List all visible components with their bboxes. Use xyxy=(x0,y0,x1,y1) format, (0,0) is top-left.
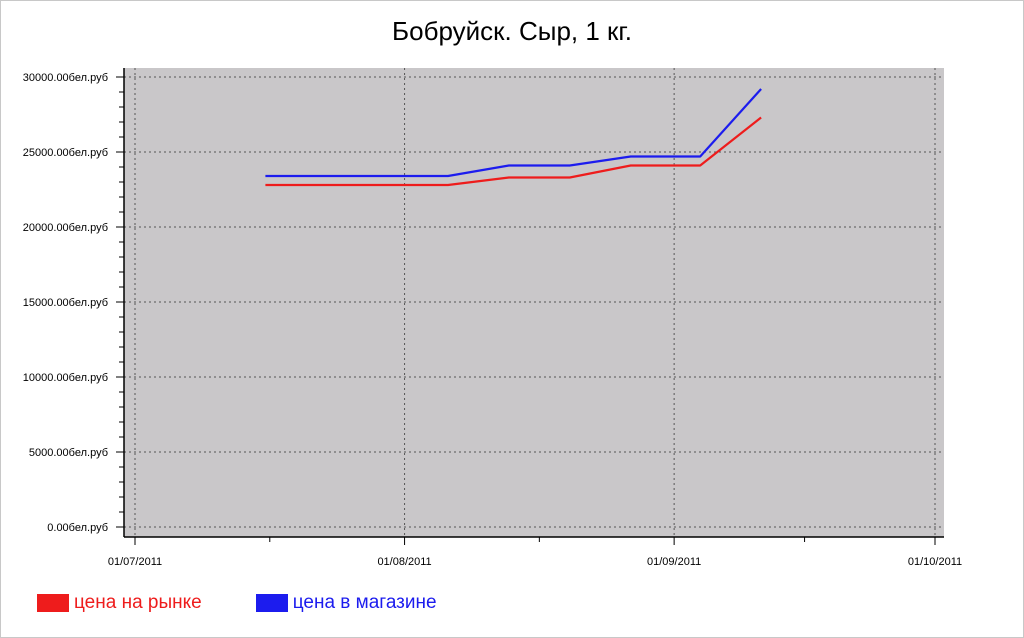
legend-label-store: цена в магазине xyxy=(292,592,437,613)
legend-item-store: цена в магазине xyxy=(255,592,437,614)
series-line-0 xyxy=(265,116,762,187)
legend: цена на рынке цена в магазине xyxy=(37,592,491,614)
y-tick-label: 15000.00бел.руб xyxy=(23,297,108,309)
grid-lines xyxy=(124,68,944,537)
legend-swatch-market xyxy=(37,594,69,612)
series-layer xyxy=(265,88,762,187)
x-tick-label: 01/10/2011 xyxy=(908,556,962,568)
tick-labels: 0.00бел.руб 5000.00бел.руб 10000.00бел.руб… xyxy=(23,72,962,568)
y-tick-label: 30000.00бел.руб xyxy=(23,72,108,84)
y-tick-label: 0.00бел.руб xyxy=(47,522,108,534)
series-line-1 xyxy=(265,88,762,178)
y-tick-label: 20000.00бел.руб xyxy=(23,222,108,234)
y-tick-label: 25000.00бел.руб xyxy=(23,147,108,159)
y-tick-label: 10000.00бел.руб xyxy=(23,372,108,384)
axes xyxy=(116,68,944,545)
x-tick-label: 01/07/2011 xyxy=(108,556,162,568)
legend-label-market: цена на рынке xyxy=(74,592,202,613)
y-tick-label: 5000.00бел.руб xyxy=(29,447,108,459)
x-tick-label: 01/09/2011 xyxy=(647,556,701,568)
x-tick-label: 01/08/2011 xyxy=(377,556,431,568)
legend-swatch-store xyxy=(255,594,288,612)
chart-title: Бобруйск. Сыр, 1 кг. xyxy=(392,16,632,46)
legend-item-market: цена на рынке xyxy=(37,592,202,614)
